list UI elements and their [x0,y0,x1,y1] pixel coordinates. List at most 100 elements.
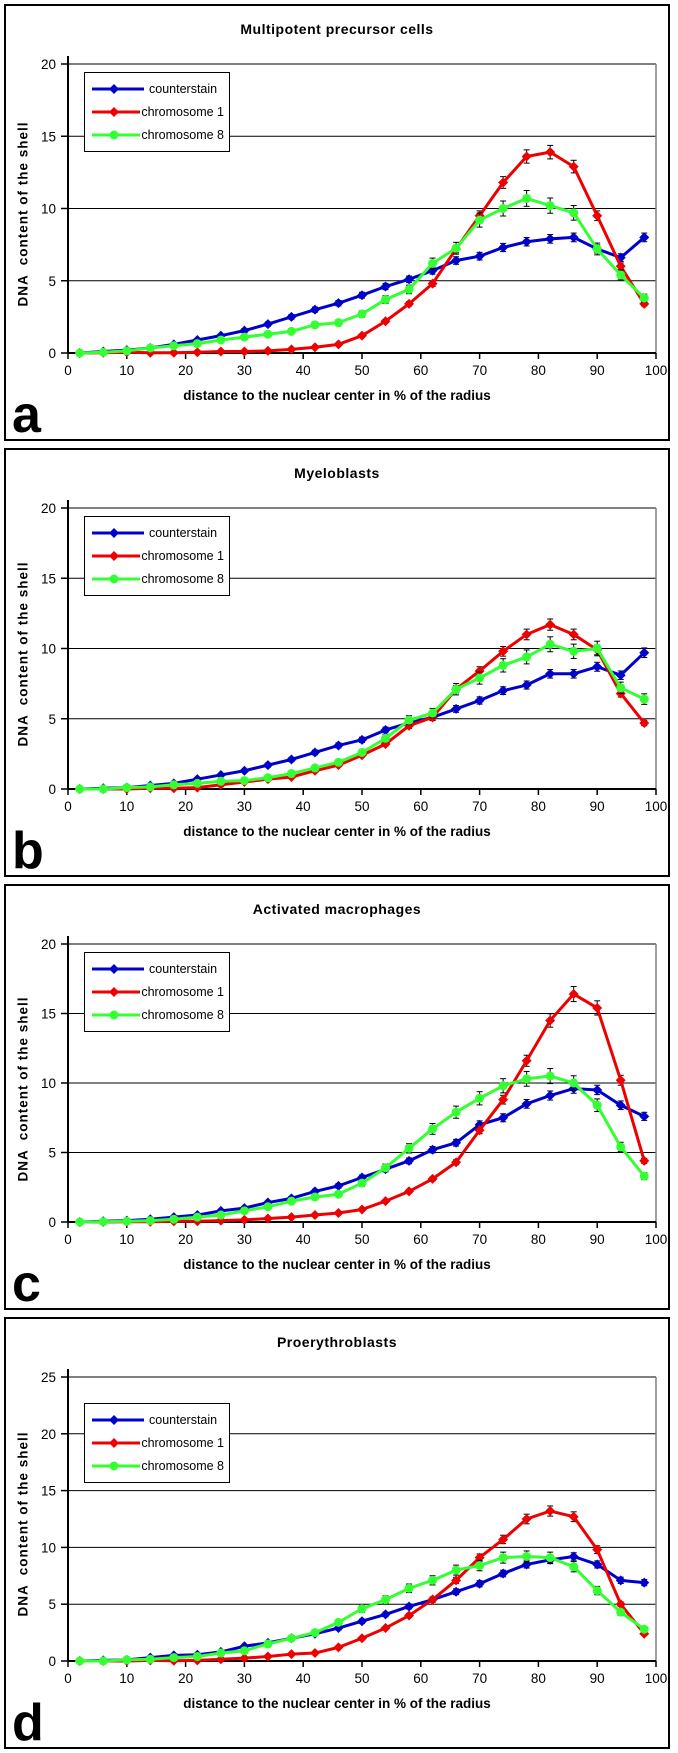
legend-label: chromosome 8 [141,572,224,586]
svg-text:40: 40 [296,1671,311,1686]
panel-letter: b [12,822,44,881]
svg-text:50: 50 [354,799,369,814]
svg-text:50: 50 [354,1232,369,1247]
legend-row: chromosome 1 [90,1436,224,1450]
svg-text:15: 15 [41,1007,56,1022]
svg-text:30: 30 [237,1671,252,1686]
legend-label: counterstain [149,1413,218,1427]
legend-label: chromosome 1 [141,549,224,563]
svg-text:20: 20 [178,1232,193,1247]
svg-text:0: 0 [64,1671,72,1686]
svg-text:100: 100 [645,799,668,814]
legend-marker-icon [92,130,141,140]
legend-row: counterstain [90,82,224,96]
legend: counterstain chromosome 1 chromosome 8 [84,1403,230,1483]
legend-marker-icon [92,551,141,561]
svg-text:60: 60 [413,1671,428,1686]
legend-row: chromosome 8 [90,128,224,142]
svg-text:15: 15 [41,1484,56,1499]
legend-label: chromosome 8 [141,1459,224,1473]
legend-row: chromosome 1 [90,105,224,119]
legend-label: counterstain [149,962,218,976]
chart-title: Multipotent precursor cells [240,21,434,37]
svg-text:0: 0 [48,782,56,797]
svg-text:20: 20 [41,1427,56,1442]
legend-marker-icon [92,1010,141,1020]
legend-row: chromosome 8 [90,1008,224,1022]
legend-label: chromosome 1 [141,985,224,999]
legend-row: chromosome 8 [90,1459,224,1473]
legend-row: counterstain [90,962,224,976]
svg-text:0: 0 [64,799,72,814]
svg-text:10: 10 [119,363,134,378]
panel-a: 0 5 10 15 20 0 10 20 30 40 50 60 70 80 90 100 Multipote… [4,4,670,441]
svg-text:10: 10 [119,1671,134,1686]
svg-text:20: 20 [41,57,56,72]
svg-text:70: 70 [472,1671,487,1686]
x-axis-label: distance to the nuclear center in % of t… [183,824,491,839]
legend-label: chromosome 1 [141,105,224,119]
svg-text:5: 5 [48,274,56,289]
svg-text:15: 15 [41,571,56,586]
chart-d-svg: 0 5 10 15 20 25 0 10 20 30 40 50 60 70 80 90 100 [41,1369,667,1686]
panel-b: 0 5 10 15 20 0 10 20 30 40 50 60 70 80 90 100 Myeloblas… [4,448,670,877]
legend-row: chromosome 1 [90,549,224,563]
svg-text:20: 20 [178,1671,193,1686]
svg-text:5: 5 [48,712,56,727]
svg-text:70: 70 [472,1232,487,1247]
svg-text:5: 5 [48,1597,56,1612]
legend-label: chromosome 1 [141,1436,224,1450]
svg-text:30: 30 [237,1232,252,1247]
svg-text:60: 60 [413,799,428,814]
svg-text:90: 90 [590,363,605,378]
legend-marker-icon [92,574,141,584]
panel-d: 0 5 10 15 20 25 0 10 20 30 40 50 60 70 80 90 100 Proeryt… [4,1317,670,1749]
panel-letter: a [12,386,41,445]
svg-text:70: 70 [472,363,487,378]
svg-text:0: 0 [48,1215,56,1230]
legend-marker-icon [92,1415,144,1425]
legend-label: chromosome 8 [141,1008,224,1022]
legend: counterstain chromosome 1 chromosome 8 [84,952,230,1032]
panel-letter: c [12,1255,41,1314]
legend-row: counterstain [90,526,224,540]
svg-text:40: 40 [296,363,311,378]
svg-text:10: 10 [41,202,56,217]
svg-text:90: 90 [590,1671,605,1686]
svg-text:30: 30 [237,363,252,378]
svg-text:20: 20 [178,363,193,378]
svg-text:60: 60 [413,1232,428,1247]
chart-c-svg: 0 5 10 15 20 0 10 20 30 40 50 60 70 80 90 100 [41,936,667,1247]
legend-label: counterstain [149,526,218,540]
legend-row: counterstain [90,1413,224,1427]
svg-text:20: 20 [41,937,56,952]
svg-text:0: 0 [48,1654,56,1669]
svg-text:5: 5 [48,1146,56,1161]
chart-title: Myeloblasts [294,465,380,481]
svg-text:80: 80 [531,363,546,378]
legend-marker-icon [92,1461,141,1471]
panel-c: 0 5 10 15 20 0 10 20 30 40 50 60 70 80 90 100 Activated… [4,884,670,1310]
svg-text:10: 10 [41,642,56,657]
svg-text:25: 25 [41,1370,56,1385]
legend-marker-icon [92,987,141,997]
svg-text:20: 20 [41,501,56,516]
chart-title: Activated macrophages [252,901,422,917]
chart-b-svg: 0 5 10 15 20 0 10 20 30 40 50 60 70 80 90 100 [41,500,668,814]
svg-text:30: 30 [237,799,252,814]
y-axis-label: DNA content of the shell [15,1431,31,1617]
svg-text:70: 70 [472,799,487,814]
panel-letter: d [12,1694,44,1753]
svg-text:10: 10 [41,1540,56,1555]
legend-marker-icon [92,528,144,538]
legend-marker-icon [92,964,144,974]
svg-text:0: 0 [64,363,72,378]
svg-text:10: 10 [119,1232,134,1247]
svg-text:10: 10 [41,1076,56,1091]
svg-text:60: 60 [413,363,428,378]
svg-text:90: 90 [590,799,605,814]
x-axis-label: distance to the nuclear center in % of t… [183,388,491,403]
legend-marker-icon [92,1438,141,1448]
svg-text:15: 15 [41,129,56,144]
